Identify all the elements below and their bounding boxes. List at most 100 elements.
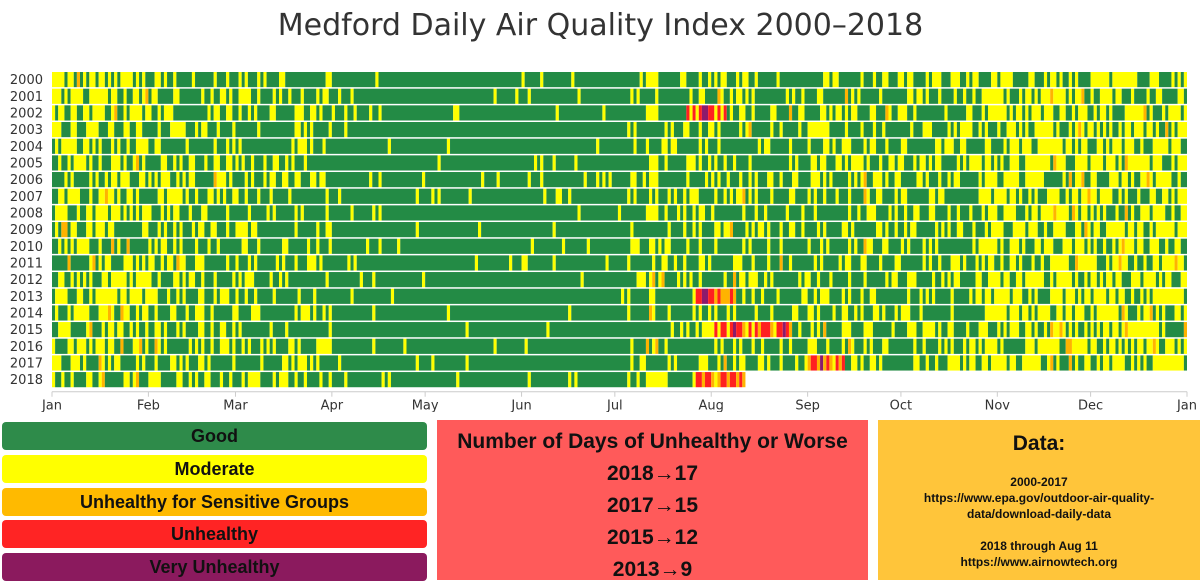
- aqi-cell-2010-moderate: [76, 238, 90, 254]
- aqi-cell-2000-moderate: [114, 72, 118, 88]
- aqi-cell-2011-moderate: [123, 255, 133, 271]
- aqi-cell-2007-moderate: [257, 188, 261, 204]
- aqi-cell-2014-moderate: [792, 305, 799, 321]
- aqi-cell-2002-good: [76, 105, 84, 121]
- aqi-cell-2011-good: [527, 255, 553, 271]
- aqi-cell-2006-good: [543, 172, 584, 188]
- aqi-cell-2007-moderate: [978, 188, 992, 204]
- aqi-cell-2001-good: [1162, 88, 1178, 104]
- aqi-cell-2011-moderate: [521, 255, 528, 271]
- aqi-cell-2015-moderate: [117, 322, 124, 338]
- aqi-cell-2008-usg: [1124, 205, 1128, 221]
- aqi-cell-2007-moderate: [1162, 188, 1169, 204]
- aqi-cell-2018-moderate: [176, 372, 183, 388]
- aqi-cell-2001-good: [251, 88, 258, 104]
- aqi-cell-2008-moderate: [1115, 205, 1119, 221]
- aqi-cell-2011-good: [882, 255, 895, 271]
- aqi-cell-2008-moderate: [142, 205, 152, 221]
- aqi-cell-2014-good: [757, 305, 771, 321]
- aqi-cell-2015-good: [689, 322, 696, 338]
- aqi-cell-2017-moderate: [207, 355, 211, 371]
- aqi-cell-2010-moderate: [854, 238, 858, 254]
- aqi-cell-2007-good: [139, 188, 158, 204]
- aqi-cell-2014-good: [325, 305, 329, 321]
- aqi-cell-2002-good: [210, 105, 214, 121]
- aqi-cell-2005-good: [92, 155, 99, 171]
- aqi-cell-2016-good: [406, 338, 494, 354]
- aqi-cell-2005-moderate: [98, 155, 102, 171]
- aqi-cell-2007-moderate: [98, 188, 105, 204]
- aqi-cell-2008-good: [935, 205, 948, 221]
- aqi-cell-2014-moderate: [854, 305, 858, 321]
- aqi-cell-2010-good: [1106, 238, 1113, 254]
- aqi-cell-2013-moderate: [760, 288, 765, 304]
- aqi-cell-2011-good: [1043, 255, 1051, 271]
- aqi-cell-2000-moderate: [1112, 72, 1138, 88]
- aqi-cell-2011-moderate: [733, 255, 743, 271]
- aqi-cell-2016-moderate: [195, 338, 199, 354]
- aqi-cell-2003-good: [932, 122, 948, 138]
- aqi-cell-2005-good: [863, 155, 867, 171]
- aqi-cell-2006-moderate: [885, 172, 889, 188]
- aqi-cell-2009-usg: [61, 222, 68, 238]
- aqi-cell-2004-moderate: [935, 138, 942, 154]
- aqi-cell-2005-good: [726, 155, 733, 171]
- aqi-cell-2008-good: [695, 205, 699, 221]
- aqi-cell-2015-good: [92, 322, 102, 338]
- aqi-cell-2010-good: [910, 238, 923, 254]
- aqi-cell-2003-moderate: [135, 122, 143, 138]
- aqi-cell-2014-moderate: [446, 305, 451, 321]
- aqi-cell-2004-moderate: [1112, 138, 1122, 154]
- aqi-cell-2009-good: [204, 222, 211, 238]
- aqi-cell-2017-moderate: [925, 355, 929, 371]
- aqi-cell-2012-moderate: [1056, 272, 1072, 288]
- aqi-cell-2008-moderate: [1180, 205, 1187, 221]
- aqi-cell-2002-good: [381, 105, 454, 121]
- aqi-cell-2001-good: [1071, 88, 1076, 104]
- aqi-cell-2015-usg: [1183, 322, 1187, 338]
- aqi-cell-2009-good: [888, 222, 895, 238]
- aqi-cell-2010-good: [925, 238, 929, 254]
- aqi-cell-2018-moderate: [568, 372, 572, 388]
- aqi-cell-2007-moderate: [568, 188, 572, 204]
- aqi-cell-2005-moderate: [928, 155, 933, 171]
- aqi-cell-2018-moderate: [148, 372, 161, 388]
- aqi-cell-2002-good: [275, 105, 295, 121]
- aqi-cell-2002-good: [916, 105, 945, 121]
- aqi-cell-2006-moderate: [810, 172, 821, 188]
- aqi-cell-2003-moderate: [978, 122, 982, 138]
- aqi-cell-2018-unhealthy: [720, 372, 727, 388]
- aqi-cell-2000-moderate: [698, 72, 702, 88]
- aqi-cell-2004-moderate: [387, 138, 391, 154]
- aqi-cell-2005-moderate: [123, 155, 127, 171]
- aqi-cell-2009-moderate: [630, 222, 634, 238]
- aqi-cell-2008-moderate: [969, 205, 973, 221]
- aqi-cell-2008-good: [1127, 205, 1132, 221]
- aqi-cell-2016-moderate: [1146, 338, 1153, 354]
- aqi-cell-2018-good: [198, 372, 205, 388]
- aqi-cell-2013-moderate: [627, 288, 631, 304]
- aqi-cell-2009-moderate: [816, 222, 821, 238]
- aqi-cell-2005-good: [1065, 155, 1076, 171]
- aqi-cell-2002-moderate: [1043, 105, 1054, 121]
- aqi-cell-2011-moderate: [347, 255, 351, 271]
- aqi-cell-2011-moderate: [195, 255, 205, 271]
- month-label-may: May: [412, 399, 439, 412]
- aqi-cell-2001-moderate: [132, 88, 140, 104]
- aqi-cell-2012-moderate: [238, 272, 242, 288]
- aqi-cell-2007-moderate: [1124, 188, 1128, 204]
- aqi-cell-2010-moderate: [922, 238, 926, 254]
- aqi-cell-2007-good: [726, 188, 730, 204]
- aqi-cell-2000-moderate: [238, 72, 242, 88]
- aqi-cell-2001-good: [795, 88, 802, 104]
- aqi-cell-2000-good: [95, 72, 99, 88]
- aqi-cell-2017-moderate: [739, 355, 746, 371]
- aqi-cell-2012-good: [73, 272, 77, 288]
- aqi-cell-2003-good: [300, 122, 304, 138]
- aqi-cell-2002-moderate: [770, 105, 777, 121]
- aqi-cell-2010-moderate: [972, 238, 976, 254]
- aqi-cell-2006-usg: [1081, 172, 1085, 188]
- aqi-cell-2014-good: [204, 305, 211, 321]
- aqi-cell-2008-moderate: [1056, 205, 1069, 221]
- aqi-cell-2013-moderate: [950, 288, 954, 304]
